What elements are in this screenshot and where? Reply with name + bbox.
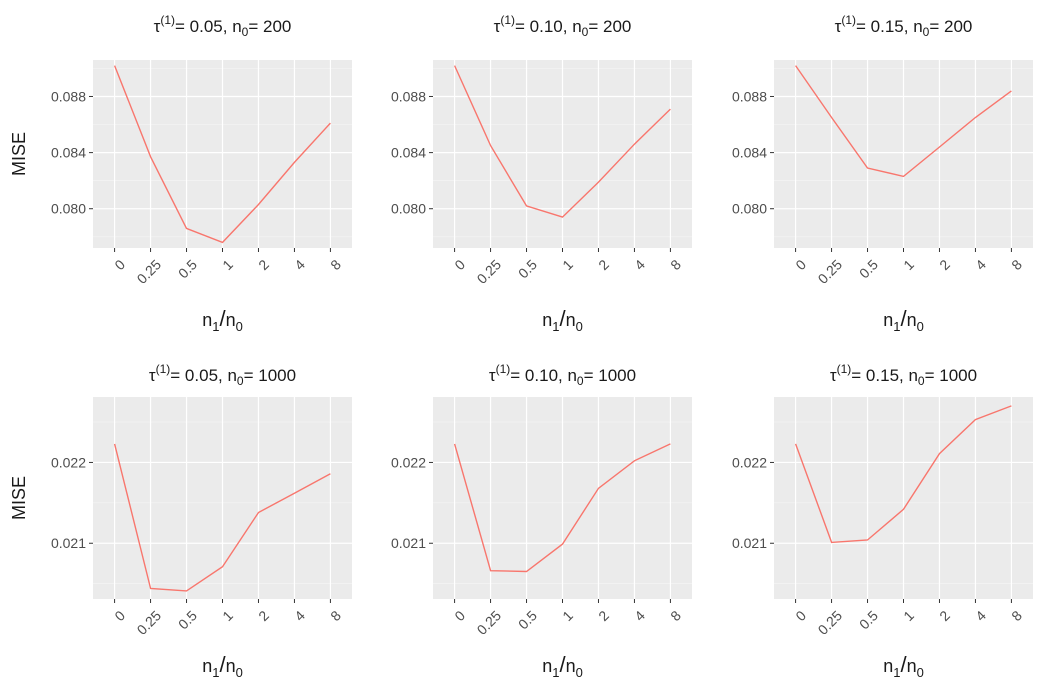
x-axis-label: n1/n0: [202, 306, 243, 334]
x-tick-label: 4: [972, 256, 989, 273]
x-tick-label: 2: [595, 607, 612, 624]
y-tick-label: 0.084: [51, 145, 86, 161]
series-line: [113, 65, 331, 244]
x-tick-label: 0.25: [134, 607, 165, 638]
x-tick-label: 4: [631, 607, 648, 624]
facet-panel-1: 0.080 0.084 0.088 0 0.25 0.5 1 2 4 8 τ(1)= 0.05, n…: [9, 13, 352, 334]
y-tick-label: 0.022: [732, 454, 767, 470]
facet-panel-3: 0.080 0.084 0.088 0 0.25 0.5 1 2 4 8 τ(1)= 0.15, n…: [732, 13, 1033, 334]
x-tick-label: 0: [451, 256, 468, 273]
y-tick-label: 0.022: [51, 454, 86, 470]
y-tick-label: 0.021: [51, 535, 86, 551]
y-tick-label: 0.080: [51, 201, 86, 217]
x-tick-label: 2: [255, 256, 272, 273]
panel-title: τ(1)= 0.10, n0= 200: [494, 13, 632, 39]
x-tick-label: 8: [667, 256, 684, 273]
x-tick-label: 0.25: [474, 256, 505, 287]
x-tick-label: 0.25: [474, 607, 505, 638]
x-tick-label: 4: [972, 607, 989, 624]
series-line: [113, 443, 331, 592]
x-axis-label: n1/n0: [542, 652, 583, 680]
panel-title: τ(1)= 0.15, n0= 200: [835, 13, 973, 39]
x-tick-label: 0.5: [175, 256, 200, 281]
x-tick-label: 4: [291, 607, 308, 624]
x-tick-label: 2: [936, 256, 953, 273]
x-tick-label: 0.5: [175, 607, 200, 632]
x-tick-label: 4: [291, 256, 308, 273]
y-tick-label: 0.021: [732, 535, 767, 551]
x-tick-label: 1: [219, 256, 236, 273]
y-axis-label: MISE: [9, 476, 29, 520]
x-tick-label: 0.25: [815, 607, 846, 638]
x-axis-label: n1/n0: [883, 306, 924, 334]
y-tick-label: 0.021: [391, 535, 426, 551]
x-tick-label: 8: [327, 256, 344, 273]
panel-title: τ(1)= 0.05, n0= 200: [154, 13, 292, 39]
panel-title: τ(1)= 0.15, n0= 1000: [830, 362, 977, 388]
y-tick-label: 0.084: [391, 145, 426, 161]
x-tick-label: 8: [327, 607, 344, 624]
x-tick-label: 8: [1008, 607, 1025, 624]
x-tick-label: 0: [451, 607, 468, 624]
x-tick-label: 2: [595, 256, 612, 273]
series-line: [795, 65, 1012, 178]
x-tick-label: 0.5: [856, 256, 881, 281]
x-tick-label: 0: [111, 607, 128, 624]
x-tick-label: 0.25: [134, 256, 165, 287]
x-tick-label: 1: [559, 607, 576, 624]
y-axis-label: MISE: [9, 132, 29, 176]
x-axis-label: n1/n0: [542, 306, 583, 334]
x-tick-label: 0.25: [815, 256, 846, 287]
x-tick-label: 8: [667, 607, 684, 624]
x-tick-label: 0: [792, 256, 809, 273]
x-tick-label: 0: [111, 256, 128, 273]
x-tick-label: 1: [900, 607, 917, 624]
y-tick-label: 0.088: [51, 88, 86, 104]
y-tick-label: 0.084: [732, 145, 767, 161]
x-tick-label: 1: [219, 607, 236, 624]
series-line: [794, 405, 1012, 544]
x-tick-label: 1: [900, 256, 917, 273]
x-tick-label: 0.5: [515, 256, 540, 281]
x-tick-label: 4: [631, 256, 648, 273]
y-tick-label: 0.088: [391, 88, 426, 104]
x-tick-label: 0.5: [515, 607, 540, 632]
series-line: [453, 65, 671, 218]
x-tick-label: 1: [559, 256, 576, 273]
facet-panel-2: 0.080 0.084 0.088 0 0.25 0.5 1 2 4 8 τ(1)= 0.10, n…: [391, 13, 692, 334]
facet-panel-6: 0.021 0.022 0 0.25 0.5 1 2 4 8 τ(1)= 0.15, n0= 10…: [732, 362, 1033, 680]
x-tick-label: 2: [936, 607, 953, 624]
y-tick-label: 0.080: [391, 201, 426, 217]
facet-panel-4: 0.021 0.022 0 0.25 0.5 1 2 4 8 τ(1)= 0.05, n0= 10…: [9, 362, 352, 680]
y-tick-label: 0.088: [732, 88, 767, 104]
y-tick-label: 0.022: [391, 454, 426, 470]
x-axis-label: n1/n0: [202, 652, 243, 680]
facet-panel-5: 0.021 0.022 0 0.25 0.5 1 2 4 8 τ(1)= 0.10, n0= 10…: [391, 362, 692, 680]
series-line: [453, 443, 671, 573]
y-tick-label: 0.080: [732, 201, 767, 217]
x-tick-label: 0: [792, 607, 809, 624]
panel-title: τ(1)= 0.05, n0= 1000: [149, 362, 296, 388]
x-axis-label: n1/n0: [883, 652, 924, 680]
panel-title: τ(1)= 0.10, n0= 1000: [489, 362, 636, 388]
x-tick-label: 2: [255, 607, 272, 624]
x-tick-label: 8: [1008, 256, 1025, 273]
x-tick-label: 0.5: [856, 607, 881, 632]
